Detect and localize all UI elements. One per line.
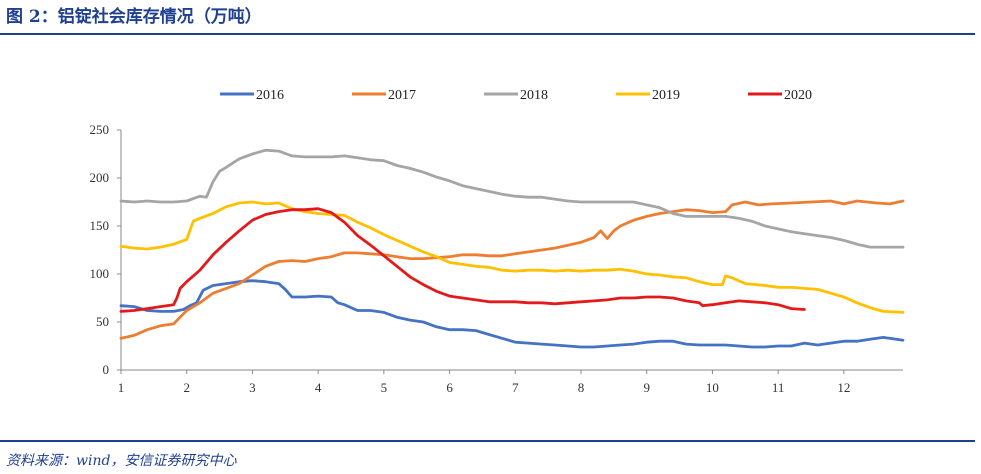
- series-line-2017: [119, 199, 905, 340]
- title-divider: [0, 33, 975, 35]
- legend-label-2019: 2019: [652, 88, 680, 103]
- series-line-2016: [119, 279, 905, 349]
- legend-label-2016: 2016: [256, 88, 284, 103]
- y-tick-label: 0: [103, 362, 110, 377]
- y-tick-label: 50: [96, 314, 109, 329]
- x-tick-label: 8: [578, 380, 585, 395]
- x-tick-label: 10: [706, 380, 719, 395]
- x-tick-label: 4: [315, 380, 322, 395]
- y-tick-label: 250: [90, 122, 110, 137]
- series-line-2020: [119, 207, 806, 313]
- y-tick-label: 150: [90, 218, 110, 233]
- x-tick-label: 6: [446, 380, 453, 395]
- chart-legend: 2016 2017 2018 2019 2020: [220, 88, 812, 103]
- x-tick-label: 5: [381, 380, 388, 395]
- y-tick-label: 100: [90, 266, 110, 281]
- x-tick-label: 3: [249, 380, 256, 395]
- series-line-2019: [119, 200, 905, 314]
- source-divider: [0, 440, 975, 442]
- x-tick-label: 1: [118, 380, 125, 395]
- y-tick-label: 200: [90, 170, 110, 185]
- legend-label-2017: 2017: [388, 88, 416, 103]
- x-tick-label: 12: [837, 380, 850, 395]
- source-note: 资料来源：wind，安信证券研究中心: [6, 453, 237, 469]
- x-tick-label: 11: [772, 380, 785, 395]
- x-tick-label: 9: [643, 380, 650, 395]
- x-tick-label: 2: [183, 380, 190, 395]
- legend-label-2018: 2018: [520, 88, 548, 103]
- legend-label-2020: 2020: [784, 88, 812, 103]
- x-tick-label: 7: [512, 380, 519, 395]
- series-line-2018: [119, 148, 905, 249]
- chart-series: [119, 148, 905, 349]
- figure-title: 图 2：铝锭社会库存情况（万吨）: [6, 7, 262, 27]
